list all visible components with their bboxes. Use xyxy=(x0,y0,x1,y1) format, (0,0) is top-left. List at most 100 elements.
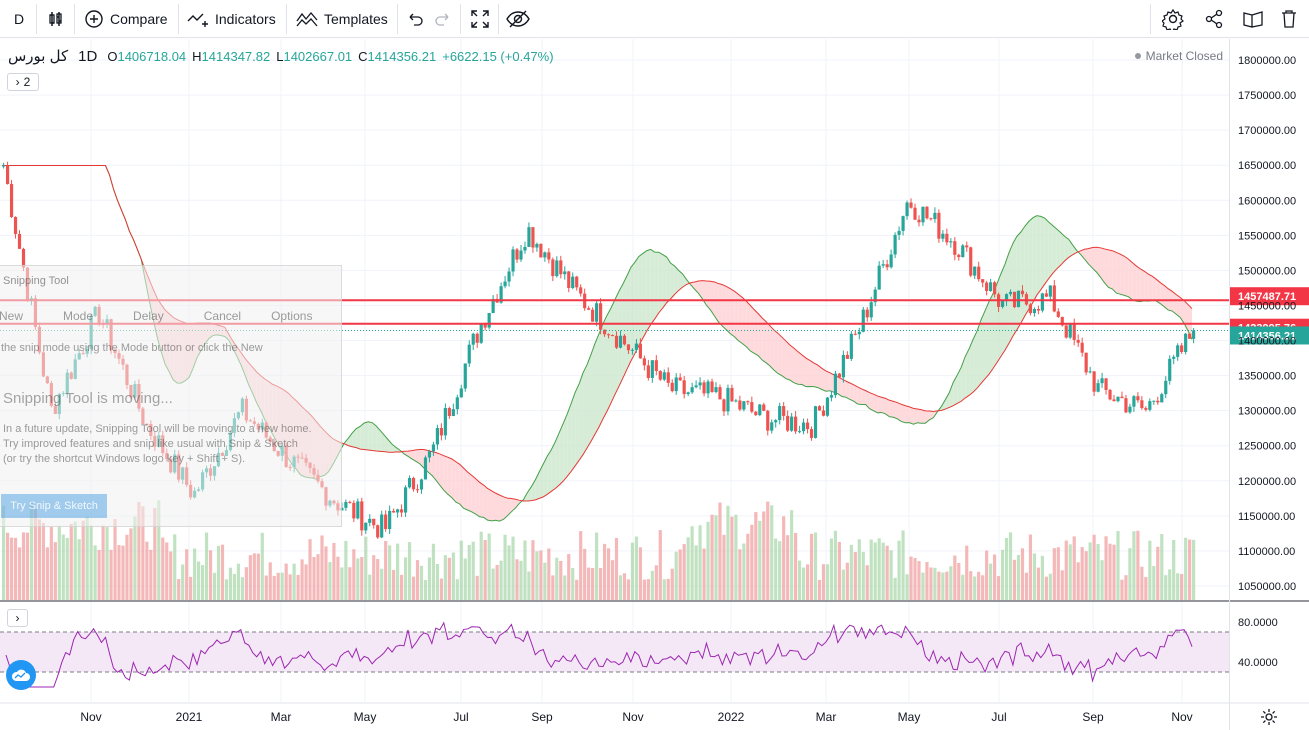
cloud-segment xyxy=(885,398,890,417)
candle-body xyxy=(957,254,961,258)
candle-body xyxy=(515,249,519,260)
volume-bar xyxy=(197,561,201,600)
cloud-segment xyxy=(483,485,488,521)
undo-icon xyxy=(409,13,423,26)
time-tick-label: May xyxy=(354,710,377,724)
cloud-segment xyxy=(666,257,671,303)
volume-bar xyxy=(1032,553,1037,600)
candle-body xyxy=(423,457,428,480)
snip-delay-button[interactable]: Delay xyxy=(133,309,164,323)
volume-bar xyxy=(1016,554,1021,600)
low-value: 1402667.01 xyxy=(283,48,353,64)
fullscreen-button[interactable] xyxy=(470,0,490,38)
snip-cancel-button[interactable]: Cancel xyxy=(203,309,242,323)
volume-bar xyxy=(571,568,575,600)
volume-bar xyxy=(1044,576,1048,600)
interval-button[interactable]: D xyxy=(8,0,30,38)
tradingview-logo[interactable] xyxy=(6,660,36,690)
candle-body xyxy=(1136,396,1140,401)
volume-bar xyxy=(400,574,404,600)
cloud-segment xyxy=(674,266,679,295)
candle-body xyxy=(726,387,730,412)
volume-bar xyxy=(503,534,507,600)
cloud-segment xyxy=(961,356,966,402)
volume-bar xyxy=(471,541,475,600)
cloud-segment xyxy=(384,434,389,453)
volume-bar xyxy=(1072,536,1076,600)
volume-bar xyxy=(220,544,225,600)
time-tick-label: May xyxy=(898,710,921,724)
cloud-segment xyxy=(1032,215,1037,303)
volume-bar xyxy=(380,568,384,600)
templates-button[interactable]: Templates xyxy=(296,0,388,38)
cloud-segment xyxy=(706,280,711,310)
volume-bar xyxy=(754,512,758,600)
compare-button[interactable]: Compare xyxy=(84,0,168,38)
settings-button[interactable] xyxy=(1162,0,1184,38)
hide-drawings-button[interactable] xyxy=(506,0,530,38)
cloud-segment xyxy=(543,456,548,497)
volume-bar xyxy=(248,555,252,600)
candle-body xyxy=(622,335,627,345)
volume-bar xyxy=(1048,573,1052,600)
volume-bar xyxy=(1176,573,1180,600)
try-snip-sketch-button[interactable]: Try Snip & Sketch xyxy=(1,494,107,518)
timeframe[interactable]: 1D xyxy=(78,47,98,65)
trash-button[interactable] xyxy=(1280,0,1298,38)
indicators-collapse-button[interactable]: › 2 xyxy=(7,73,39,91)
snipping-tool-overlay[interactable]: Snipping Tool New Mode Delay Cancel Opti… xyxy=(0,265,342,527)
volume-bar xyxy=(742,543,746,600)
candle-body xyxy=(1084,352,1088,373)
indicators-button[interactable]: Indicators xyxy=(187,0,276,38)
symbol-name[interactable]: کل بورس xyxy=(8,48,69,65)
candle-body xyxy=(662,372,666,380)
volume-bar xyxy=(109,549,113,600)
candle-body xyxy=(384,514,388,530)
bar-style-button[interactable] xyxy=(46,0,66,38)
cloud-segment xyxy=(786,341,791,381)
volume-bar xyxy=(340,567,344,600)
cloud-segment xyxy=(869,392,874,411)
share-button[interactable] xyxy=(1204,0,1224,38)
volume-bar xyxy=(1168,569,1172,600)
rsi-collapse-button[interactable]: › xyxy=(7,609,28,627)
snip-new-button[interactable]: New xyxy=(0,309,24,323)
candle-body xyxy=(694,385,698,388)
axis-settings-icon[interactable] xyxy=(1260,708,1278,726)
volume-bar xyxy=(726,505,730,600)
cloud-segment xyxy=(1172,291,1177,315)
cloud-segment xyxy=(1104,248,1109,288)
undo-button[interactable] xyxy=(406,0,424,38)
volume-bar xyxy=(805,564,810,600)
cloud-segment xyxy=(467,472,472,512)
volume-bar xyxy=(809,533,814,600)
cloud-segment xyxy=(722,284,727,330)
snapshot-button[interactable] xyxy=(1242,0,1264,38)
volume-bar xyxy=(790,510,794,600)
volume-bar xyxy=(57,525,61,600)
volume-bar xyxy=(909,556,913,600)
redo-button[interactable] xyxy=(434,0,452,38)
volume-bar xyxy=(734,514,738,600)
volume-bar xyxy=(105,527,109,600)
candle-body xyxy=(782,406,786,416)
cloud-segment xyxy=(714,281,719,322)
candle-body xyxy=(1092,371,1096,392)
cloud-segment xyxy=(861,388,866,405)
volume-bar xyxy=(69,523,73,600)
cloud-segment xyxy=(873,394,878,413)
candle-body xyxy=(392,510,396,513)
volume-bar xyxy=(606,548,611,600)
snip-mode-button[interactable]: Mode xyxy=(63,309,94,323)
candle-body xyxy=(742,401,746,410)
candle-body xyxy=(837,373,841,378)
compare-icon xyxy=(85,10,103,28)
candle-body xyxy=(555,260,559,277)
candle-body xyxy=(901,216,905,231)
cloud-segment xyxy=(953,375,958,406)
time-tick-label: Mar xyxy=(271,710,292,724)
cloud-segment xyxy=(1072,244,1077,255)
volume-bar xyxy=(1188,539,1192,600)
snip-options-button[interactable]: Options xyxy=(271,309,313,323)
cloud-segment xyxy=(591,343,596,442)
